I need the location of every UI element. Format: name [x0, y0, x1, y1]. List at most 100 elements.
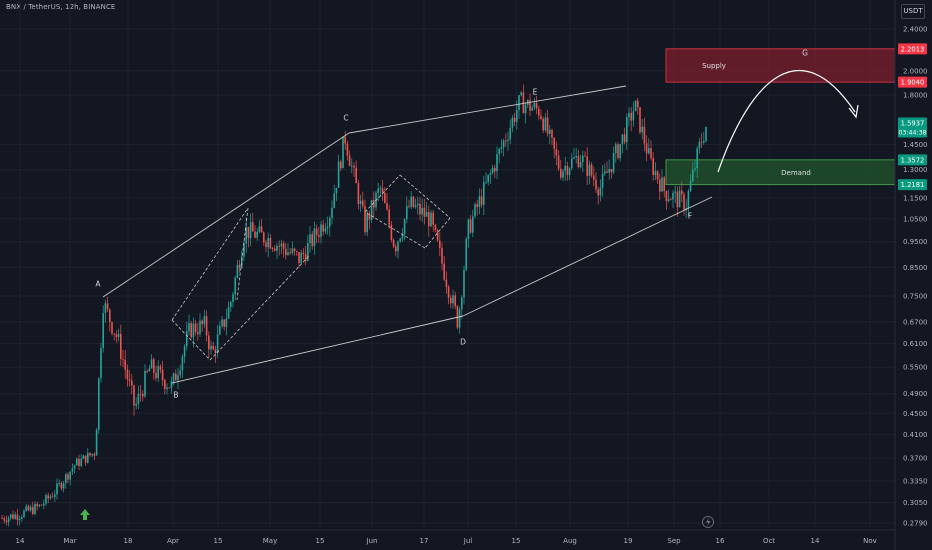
candle-body: [227, 306, 230, 319]
candle-body: [566, 165, 569, 176]
candle-body: [276, 245, 278, 251]
candle-body: [540, 115, 542, 119]
projection-arrowhead: [848, 104, 859, 119]
candle-body: [577, 155, 580, 168]
candle-body: [445, 279, 448, 287]
candle-body: [524, 104, 527, 114]
candle-body: [511, 117, 514, 128]
candle-body: [249, 222, 252, 239]
candle-body: [384, 193, 386, 204]
x-tick-label: Nov: [863, 537, 877, 545]
candle-body: [214, 349, 217, 354]
candle-body: [131, 380, 133, 386]
candle-body: [164, 380, 166, 390]
candle-body: [696, 148, 698, 169]
candle-body: [289, 252, 291, 253]
candle-body: [34, 503, 36, 515]
candle-body: [595, 179, 597, 190]
candle-body: [150, 359, 153, 369]
candle-body: [522, 92, 525, 114]
candle-body: [392, 239, 395, 247]
candle-body: [465, 238, 467, 270]
candle-body: [342, 136, 344, 169]
candle-body: [5, 520, 8, 523]
candle-body: [674, 191, 676, 193]
candle-body: [555, 149, 558, 156]
dashed-pattern-line: [364, 174, 401, 213]
candle-body: [590, 164, 593, 176]
candle-body: [260, 226, 263, 233]
candle-body: [58, 483, 60, 484]
candle-body: [223, 319, 225, 327]
pivot-label-a: A: [95, 280, 101, 289]
candle-body: [230, 302, 232, 307]
candle-body: [197, 332, 199, 335]
candle-body: [441, 247, 443, 264]
x-tick-label: May: [263, 537, 277, 545]
candle-body: [612, 153, 615, 173]
y-tick-label: 1.3000: [903, 166, 928, 174]
y-tick-label: 1.8000: [903, 92, 928, 100]
candle-body: [67, 474, 69, 480]
channel-line-c-e: [348, 85, 627, 134]
candle-body: [111, 322, 113, 334]
candle-body: [698, 141, 701, 149]
candle-body: [54, 494, 56, 497]
x-tick-label: Sep: [667, 537, 681, 545]
candle-body: [300, 252, 302, 264]
candle-body: [529, 99, 531, 111]
pivot-label-e: E: [533, 88, 538, 97]
candle-body: [254, 231, 256, 238]
x-tick-label: Oct: [763, 537, 775, 545]
axis-unit-button[interactable]: USDT: [901, 4, 925, 19]
candle-body: [656, 171, 659, 180]
y-tick-label: 0.5500: [903, 364, 928, 372]
supply-label: Supply: [702, 62, 726, 70]
candle-body: [487, 174, 489, 182]
x-tick-label: 14: [16, 537, 25, 545]
candle-body: [648, 148, 650, 154]
candle-body: [122, 358, 124, 360]
candle-body: [315, 228, 318, 236]
candle-body: [84, 455, 87, 463]
drawings: A B C D E F G: [80, 49, 859, 528]
candle-body: [619, 143, 621, 159]
candle-body: [632, 111, 635, 121]
candle-body: [331, 207, 333, 218]
candle-body: [628, 112, 630, 118]
candles: [1, 84, 707, 527]
x-tick-label: 17: [420, 537, 429, 545]
candle-body: [142, 394, 144, 397]
y-tick-label: 0.4900: [903, 390, 928, 398]
candle-body: [326, 226, 329, 229]
candle-body: [45, 495, 47, 504]
candle-body: [694, 168, 696, 170]
y-tick-label: 0.4100: [903, 431, 928, 439]
candle-body: [340, 161, 342, 169]
candle-body: [199, 320, 201, 335]
candle-body: [520, 92, 522, 96]
candle-body: [161, 369, 164, 381]
candle-body: [329, 217, 331, 227]
candle-body: [89, 452, 91, 456]
candle-body: [335, 187, 338, 194]
grid-lines: [0, 0, 895, 530]
candle-body: [474, 204, 476, 217]
y-tick-label: 0.3050: [903, 499, 928, 507]
x-tick-label: 15: [316, 537, 325, 545]
candle-body: [373, 199, 375, 208]
candle-body: [410, 196, 412, 207]
candle-body: [47, 495, 49, 499]
candle-body: [95, 429, 98, 456]
candle-body: [366, 213, 368, 233]
candle-body: [434, 224, 437, 231]
candle-body: [186, 331, 188, 347]
channel-line-a-c: [102, 132, 350, 298]
candle-body: [78, 458, 80, 467]
candle-body: [430, 212, 432, 227]
candle-body: [623, 134, 626, 143]
candle-body: [258, 226, 261, 232]
x-tick-label: 16: [716, 537, 725, 545]
candle-body: [109, 309, 111, 323]
